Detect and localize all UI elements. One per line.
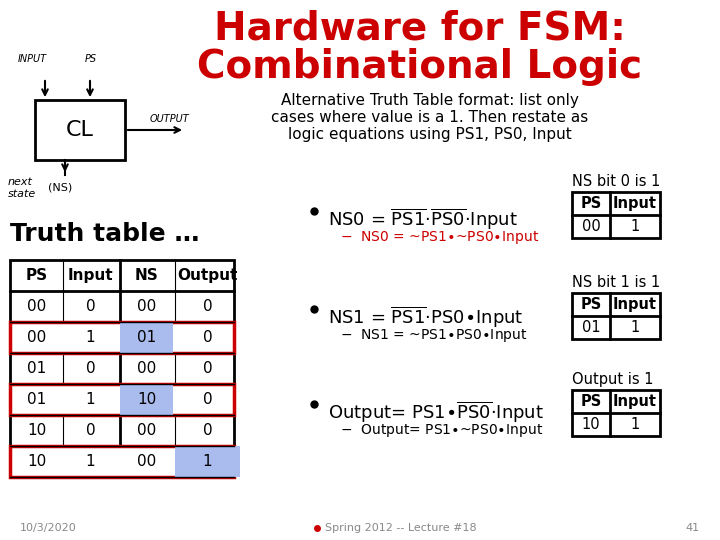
Text: Input: Input bbox=[613, 394, 657, 409]
Text: 01: 01 bbox=[137, 330, 156, 345]
Bar bbox=[10, 384, 234, 415]
Text: 41: 41 bbox=[686, 523, 700, 533]
Text: Input: Input bbox=[613, 196, 657, 211]
Text: 1: 1 bbox=[203, 454, 212, 469]
Text: Spring 2012 -- Lecture #18: Spring 2012 -- Lecture #18 bbox=[325, 523, 477, 533]
Text: 0: 0 bbox=[86, 361, 95, 376]
Text: Hardware for FSM:: Hardware for FSM: bbox=[214, 10, 626, 48]
Text: 1: 1 bbox=[631, 219, 639, 234]
Text: 0: 0 bbox=[203, 392, 212, 407]
Bar bbox=[35, 100, 125, 160]
Text: NS: NS bbox=[135, 268, 158, 283]
Text: 0: 0 bbox=[203, 423, 212, 438]
Text: NS0 = $\overline{\rm PS1}{\cdot}\overline{\rm PS0}{\cdot}$Input: NS0 = $\overline{\rm PS1}{\cdot}\overlin… bbox=[328, 207, 518, 232]
Text: 0: 0 bbox=[203, 330, 212, 345]
Text: 10: 10 bbox=[137, 392, 156, 407]
Text: 00: 00 bbox=[27, 330, 46, 345]
Text: 0: 0 bbox=[86, 299, 95, 314]
Text: 00: 00 bbox=[137, 299, 156, 314]
Text: Input: Input bbox=[613, 297, 657, 312]
Text: INPUT: INPUT bbox=[18, 54, 47, 64]
Bar bbox=[572, 390, 660, 436]
Text: PS: PS bbox=[580, 297, 602, 312]
Text: Alternative Truth Table format: list only: Alternative Truth Table format: list onl… bbox=[281, 93, 579, 108]
Bar bbox=[10, 260, 234, 477]
Text: 1: 1 bbox=[86, 392, 95, 407]
Text: state: state bbox=[8, 189, 36, 199]
Text: OUTPUT: OUTPUT bbox=[150, 114, 190, 124]
Text: cases where value is a 1. Then restate as: cases where value is a 1. Then restate a… bbox=[271, 110, 589, 125]
Bar bbox=[120, 322, 173, 353]
Text: 0: 0 bbox=[203, 299, 212, 314]
Text: 10: 10 bbox=[27, 454, 46, 469]
Text: PS: PS bbox=[580, 394, 602, 409]
Text: 01: 01 bbox=[27, 392, 46, 407]
Text: Output is 1: Output is 1 bbox=[572, 372, 654, 387]
Bar bbox=[572, 293, 660, 339]
Text: PS: PS bbox=[25, 268, 48, 283]
Bar bbox=[120, 384, 173, 415]
Bar bbox=[10, 322, 234, 353]
Text: 1: 1 bbox=[86, 330, 95, 345]
Text: Truth table …: Truth table … bbox=[10, 222, 199, 246]
Text: 00: 00 bbox=[27, 299, 46, 314]
Text: 00: 00 bbox=[137, 454, 156, 469]
Text: (NS): (NS) bbox=[48, 183, 72, 193]
Text: 1: 1 bbox=[631, 417, 639, 432]
Text: Input: Input bbox=[68, 268, 113, 283]
Bar bbox=[572, 390, 660, 436]
Text: 00: 00 bbox=[137, 423, 156, 438]
Bar bbox=[572, 293, 660, 339]
Text: next: next bbox=[8, 177, 33, 187]
Text: 01: 01 bbox=[582, 320, 600, 335]
Text: 0: 0 bbox=[203, 361, 212, 376]
Text: 1: 1 bbox=[86, 454, 95, 469]
Text: 1: 1 bbox=[631, 320, 639, 335]
Text: 00: 00 bbox=[582, 219, 600, 234]
Text: 10: 10 bbox=[27, 423, 46, 438]
Bar bbox=[175, 446, 240, 477]
Text: Output: Output bbox=[177, 268, 238, 283]
Bar bbox=[10, 446, 234, 477]
Text: $-$  NS0 = ~PS1$\bullet$~PS0$\bullet$Input: $-$ NS0 = ~PS1$\bullet$~PS0$\bullet$Inpu… bbox=[340, 229, 539, 246]
Bar bbox=[572, 192, 660, 238]
Text: PS: PS bbox=[85, 54, 97, 64]
Text: Combinational Logic: Combinational Logic bbox=[197, 48, 642, 86]
Text: PS: PS bbox=[580, 196, 602, 211]
Text: Output= PS1$\bullet\overline{\rm PS0}{\cdot}$Input: Output= PS1$\bullet\overline{\rm PS0}{\c… bbox=[328, 400, 544, 426]
Text: $-$  Output= PS1$\bullet$~PS0$\bullet$Input: $-$ Output= PS1$\bullet$~PS0$\bullet$Inp… bbox=[340, 422, 544, 439]
Text: NS bit 1 is 1: NS bit 1 is 1 bbox=[572, 275, 660, 290]
Text: NS1 = $\overline{\rm PS1}{\cdot}$PS0$\bullet$Input: NS1 = $\overline{\rm PS1}{\cdot}$PS0$\bu… bbox=[328, 305, 523, 330]
Text: 10: 10 bbox=[582, 417, 600, 432]
Text: 10/3/2020: 10/3/2020 bbox=[20, 523, 77, 533]
Text: logic equations using PS1, PS0, Input: logic equations using PS1, PS0, Input bbox=[288, 127, 572, 142]
Text: CL: CL bbox=[66, 120, 94, 140]
Text: 0: 0 bbox=[86, 423, 95, 438]
Text: 01: 01 bbox=[27, 361, 46, 376]
Text: $-$  NS1 = ~PS1$\bullet$PS0$\bullet$Input: $-$ NS1 = ~PS1$\bullet$PS0$\bullet$Input bbox=[340, 327, 528, 344]
Bar bbox=[572, 192, 660, 238]
Text: 00: 00 bbox=[137, 361, 156, 376]
Text: NS bit 0 is 1: NS bit 0 is 1 bbox=[572, 174, 660, 189]
